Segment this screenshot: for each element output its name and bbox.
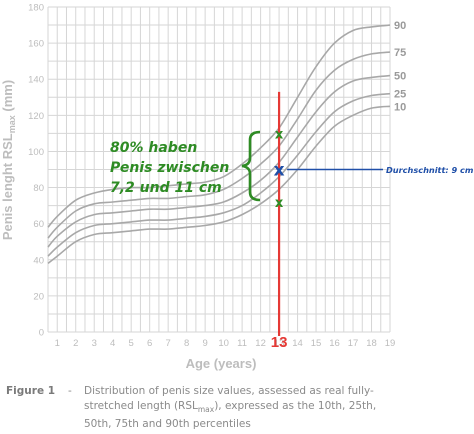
marker-mean: x: [274, 161, 285, 181]
x-tick-label: 2: [73, 338, 78, 349]
y-tick-label: 180: [28, 3, 44, 14]
grid: [47, 6, 391, 333]
x-tick-label: 8: [184, 338, 189, 349]
y-tick-label: 140: [28, 75, 44, 86]
caption-line-3: 50th, 75th and 90th percentiles: [84, 418, 251, 431]
percentile-curve-75: [47, 51, 391, 239]
caption-line-2: stretched length (RSLmax), expressed as …: [84, 400, 377, 415]
figure-caption: Figure 1 - Distribution of penis size va…: [6, 384, 468, 432]
percentile-label-10: 10: [394, 101, 406, 113]
x-tick-label: 19: [385, 338, 396, 349]
x-tick-label: 5: [129, 338, 134, 349]
annotation-line-2: Penis zwischen: [110, 160, 229, 176]
x-tick-label: 10: [218, 338, 229, 349]
range-annotation: 80% haben Penis zwischen 7,2 und 11 cm: [110, 130, 261, 202]
x-tick-label: 11: [237, 338, 247, 349]
highlight-age-label: 13: [271, 334, 288, 351]
y-tick-label: 0: [39, 328, 44, 339]
percentile-curve-25: [47, 92, 391, 257]
x-tick-label: 1: [55, 338, 60, 349]
percentile-label-50: 50: [394, 71, 406, 83]
y-tick-label: 100: [28, 147, 44, 158]
x-tick-label: 14: [292, 338, 303, 349]
x-tick-label: 9: [202, 338, 207, 349]
y-tick-label: 160: [28, 39, 44, 50]
caption-dash: -: [68, 385, 72, 397]
x-tick-label: 13: [274, 338, 285, 349]
y-tick-label: 120: [28, 111, 44, 122]
x-axis-label: Age (years): [186, 356, 257, 371]
caption-line-1: Distribution of penis size values, asses…: [84, 385, 374, 397]
y-tick-label: 20: [33, 291, 44, 302]
percentile-curve-10: [47, 105, 391, 265]
y-tick-label: 60: [33, 219, 44, 230]
y-axis-label: Penis lenght RSLmax (mm): [0, 80, 17, 240]
percentile-curve-50: [47, 74, 391, 248]
x-tick-label: 15: [311, 338, 322, 349]
mean-label: Durchschnitt: 9 cm: [386, 165, 474, 175]
annotation-line-1: 80% haben: [110, 140, 197, 156]
marker-upper: x: [275, 127, 284, 142]
x-tick-label: 17: [348, 338, 359, 349]
caption-text: Distribution of penis size values, asses…: [84, 384, 468, 432]
x-tick-label: 18: [366, 338, 377, 349]
y-tick-label: 80: [33, 183, 44, 194]
x-tick-label: 16: [329, 338, 340, 349]
percentile-curve-90: [47, 24, 391, 228]
x-tick-label: 7: [166, 338, 171, 349]
x-tick-label: 12: [255, 338, 266, 349]
x-tick-label: 3: [92, 338, 97, 349]
marker-lower: x: [275, 196, 284, 211]
percentile-label-75: 75: [394, 47, 406, 59]
x-tick-label: 4: [110, 338, 115, 349]
percentile-label-90: 90: [394, 20, 406, 32]
annotation-line-3: 7,2 und 11 cm: [110, 180, 222, 196]
curly-brace: [241, 130, 261, 202]
y-tick-label: 40: [33, 255, 44, 266]
percentile-label-25: 25: [394, 89, 406, 101]
x-tick-label: 6: [147, 338, 152, 349]
caption-label: Figure 1: [6, 385, 56, 397]
